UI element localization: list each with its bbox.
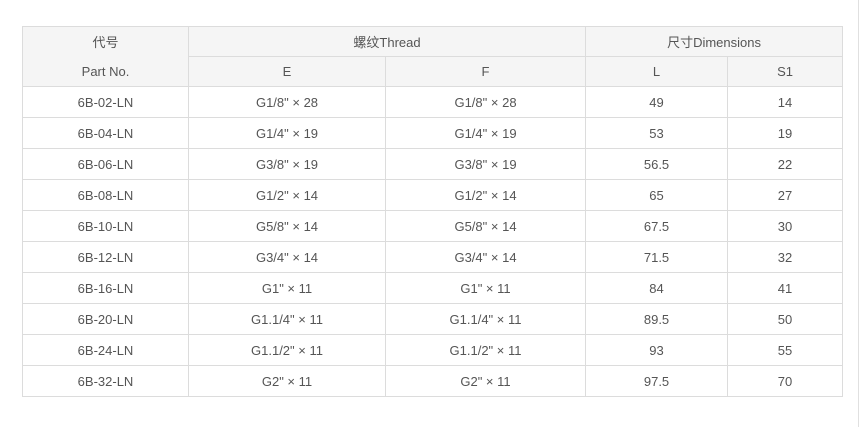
cell-dim-l: 97.5: [585, 365, 729, 397]
cell-dim-l: 49: [585, 86, 729, 118]
table-header: 代号 Part No. 螺纹Thread 尺寸Dimensions E F L …: [22, 26, 844, 87]
header-dimensions-group: 尺寸Dimensions: [585, 26, 844, 57]
table-row: 6B-08-LN G1/2" × 14 G1/2" × 14 65 27: [22, 179, 844, 211]
cell-dim-s1: 70: [727, 365, 844, 397]
cell-thread-f: G1/4" × 19: [384, 117, 587, 149]
cell-thread-e: G2" × 11: [188, 365, 386, 397]
header-part-no-cn: 代号: [92, 34, 119, 50]
cell-dim-l: 56.5: [585, 148, 729, 180]
header-part-no-en: Part No.: [81, 63, 130, 79]
cell-dim-s1: 14: [727, 86, 844, 118]
table-row: 6B-02-LN G1/8" × 28 G1/8" × 28 49 14: [22, 86, 844, 118]
cell-thread-f: G3/4" × 14: [384, 241, 587, 273]
cell-thread-f: G1/8" × 28: [384, 86, 587, 118]
cell-dim-s1: 19: [727, 117, 844, 149]
table-row: 6B-16-LN G1" × 11 G1" × 11 84 41: [22, 272, 844, 304]
cell-thread-e: G5/8" × 14: [188, 210, 386, 242]
cell-dim-s1: 32: [727, 241, 844, 273]
header-row-groups: 代号 Part No. 螺纹Thread 尺寸Dimensions: [22, 26, 844, 87]
cell-dim-l: 84: [585, 272, 729, 304]
cell-thread-e: G1/4" × 19: [188, 117, 386, 149]
cell-thread-e: G1" × 11: [188, 272, 386, 304]
cell-dim-l: 93: [585, 334, 729, 366]
table-row: 6B-04-LN G1/4" × 19 G1/4" × 19 53 19: [22, 117, 844, 149]
cell-dim-s1: 50: [727, 303, 844, 335]
header-row-columns: E F L S1: [23, 56, 844, 87]
spec-table: 代号 Part No. 螺纹Thread 尺寸Dimensions E F L …: [22, 26, 844, 397]
cell-thread-e: G1/2" × 14: [188, 179, 386, 211]
cell-part-no: 6B-32-LN: [22, 365, 189, 397]
cell-part-no: 6B-24-LN: [22, 334, 189, 366]
table-row: 6B-20-LN G1.1/4" × 11 G1.1/4" × 11 89.5 …: [22, 303, 844, 335]
cell-dim-s1: 41: [727, 272, 844, 304]
cell-dim-s1: 55: [727, 334, 844, 366]
cell-part-no: 6B-12-LN: [22, 241, 189, 273]
cell-dim-s1: 30: [727, 210, 844, 242]
header-col-s1: S1: [727, 56, 844, 87]
cell-thread-e: G1/8" × 28: [188, 86, 386, 118]
table-row: 6B-24-LN G1.1/2" × 11 G1.1/2" × 11 93 55: [22, 334, 844, 366]
cell-dim-s1: 22: [727, 148, 844, 180]
cell-dim-l: 67.5: [585, 210, 729, 242]
cell-thread-f: G1" × 11: [384, 272, 587, 304]
cell-dim-l: 53: [585, 117, 729, 149]
header-col-l: L: [585, 56, 729, 87]
header-thread-group: 螺纹Thread: [187, 26, 587, 57]
header-part-no: 代号 Part No.: [22, 26, 189, 87]
cell-dim-l: 71.5: [585, 241, 729, 273]
cell-dim-l: 89.5: [585, 303, 729, 335]
table-row: 6B-32-LN G2" × 11 G2" × 11 97.5 70: [22, 365, 844, 397]
cell-part-no: 6B-16-LN: [22, 272, 189, 304]
cell-thread-f: G1/2" × 14: [384, 179, 587, 211]
cell-thread-f: G3/8" × 19: [384, 148, 587, 180]
header-col-f: F: [384, 56, 587, 87]
cell-thread-f: G2" × 11: [384, 365, 587, 397]
table-row: 6B-12-LN G3/4" × 14 G3/4" × 14 71.5 32: [22, 241, 844, 273]
cell-part-no: 6B-06-LN: [22, 148, 189, 180]
cell-thread-f: G1.1/2" × 11: [384, 334, 587, 366]
table-row: 6B-10-LN G5/8" × 14 G5/8" × 14 67.5 30: [22, 210, 844, 242]
page-right-divider: [858, 0, 859, 427]
cell-part-no: 6B-10-LN: [22, 210, 189, 242]
cell-part-no: 6B-04-LN: [22, 117, 189, 149]
cell-thread-e: G3/8" × 19: [188, 148, 386, 180]
table-body: 6B-02-LN G1/8" × 28 G1/8" × 28 49 14 6B-…: [22, 86, 844, 397]
cell-thread-f: G5/8" × 14: [384, 210, 587, 242]
cell-part-no: 6B-20-LN: [22, 303, 189, 335]
table-row: 6B-06-LN G3/8" × 19 G3/8" × 19 56.5 22: [22, 148, 844, 180]
cell-thread-e: G3/4" × 14: [188, 241, 386, 273]
cell-thread-f: G1.1/4" × 11: [384, 303, 587, 335]
header-col-e: E: [188, 56, 386, 87]
cell-part-no: 6B-08-LN: [22, 179, 189, 211]
cell-thread-e: G1.1/2" × 11: [188, 334, 386, 366]
cell-dim-s1: 27: [727, 179, 844, 211]
cell-dim-l: 65: [585, 179, 729, 211]
cell-thread-e: G1.1/4" × 11: [188, 303, 386, 335]
cell-part-no: 6B-02-LN: [22, 86, 189, 118]
